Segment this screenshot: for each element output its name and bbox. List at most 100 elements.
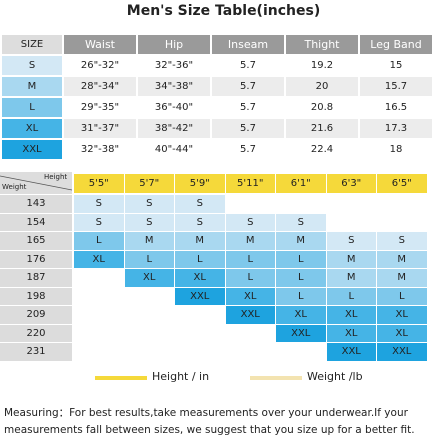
fit-cell: L bbox=[225, 269, 275, 287]
column-header: Inseam bbox=[212, 35, 284, 54]
column-header: Hip bbox=[138, 35, 210, 54]
note-line: measurements fall between sizes, we sugg… bbox=[4, 424, 415, 436]
fit-cell: S bbox=[74, 213, 124, 231]
fit-cell: M bbox=[225, 232, 275, 250]
size-cell: 32"-38" bbox=[64, 140, 136, 159]
fit-cell: XL bbox=[326, 306, 376, 324]
size-cell: 20 bbox=[286, 77, 358, 96]
legend-label: Height / in bbox=[152, 370, 210, 383]
fit-cell: S bbox=[225, 213, 275, 231]
column-header: SIZE bbox=[2, 35, 62, 54]
height-header: 5'5" bbox=[74, 174, 124, 193]
fit-cell: S bbox=[124, 195, 174, 213]
size-cell: 5.7 bbox=[212, 140, 284, 159]
legend-label: Weight /lb bbox=[307, 370, 363, 383]
size-cell: 15 bbox=[360, 56, 432, 75]
size-cell: 34"-38" bbox=[138, 77, 210, 96]
height-header: 6'5" bbox=[377, 174, 427, 193]
fit-cell: XL bbox=[124, 269, 174, 287]
height-header: 5'11" bbox=[225, 174, 275, 193]
size-cell: 18 bbox=[360, 140, 432, 159]
fit-cell: XL bbox=[377, 306, 427, 324]
size-cell: 40"-44" bbox=[138, 140, 210, 159]
height-header: 6'1" bbox=[276, 174, 326, 193]
fit-cell: L bbox=[225, 250, 275, 268]
corner-height: Height bbox=[44, 173, 68, 181]
size-cell: 31"-37" bbox=[64, 119, 136, 138]
size-cell: 26"-32" bbox=[64, 56, 136, 75]
column-header: Waist bbox=[64, 35, 136, 54]
fit-cell: S bbox=[276, 213, 326, 231]
fit-cell: S bbox=[124, 213, 174, 231]
size-label: XXL bbox=[2, 140, 62, 159]
fit-cell: M bbox=[124, 232, 174, 250]
fit-cell: S bbox=[74, 195, 124, 213]
size-cell: 5.7 bbox=[212, 77, 284, 96]
fit-cell: XL bbox=[276, 306, 326, 324]
size-cell: 17.3 bbox=[360, 119, 432, 138]
size-cell: 36"-40" bbox=[138, 98, 210, 117]
size-label: XL bbox=[2, 119, 62, 138]
size-cell: 19.2 bbox=[286, 56, 358, 75]
fit-cell: M bbox=[377, 250, 427, 268]
weight-label: 198 bbox=[0, 287, 72, 305]
height-header: 6'3" bbox=[326, 174, 376, 193]
fit-cell: L bbox=[326, 287, 376, 305]
fit-cell: L bbox=[276, 250, 326, 268]
size-cell: 28"-34" bbox=[64, 77, 136, 96]
fit-cell: M bbox=[276, 232, 326, 250]
fit-cell: XXL bbox=[175, 287, 225, 305]
title: Men's Size Table(inches) bbox=[126, 3, 321, 19]
fit-cell: XL bbox=[326, 324, 376, 342]
fit-cell: XXL bbox=[276, 324, 326, 342]
corner-cell bbox=[0, 172, 72, 194]
size-cell: 16.5 bbox=[360, 98, 432, 117]
fit-cell: XL bbox=[377, 324, 427, 342]
fit-cell: L bbox=[124, 250, 174, 268]
fit-cell: XXL bbox=[326, 343, 376, 361]
size-cell: 22.4 bbox=[286, 140, 358, 159]
column-header: Leg Band bbox=[360, 35, 432, 54]
weight-label: 176 bbox=[0, 250, 72, 268]
fit-cell: S bbox=[175, 213, 225, 231]
size-cell: 5.7 bbox=[212, 98, 284, 117]
size-label: L bbox=[2, 98, 62, 117]
fit-cell: XL bbox=[74, 250, 124, 268]
weight-label: 231 bbox=[0, 343, 72, 361]
fit-cell: S bbox=[377, 232, 427, 250]
column-header: Thight bbox=[286, 35, 358, 54]
size-cell: 5.7 bbox=[212, 119, 284, 138]
legend-swatch bbox=[250, 376, 302, 380]
weight-label: 154 bbox=[0, 213, 72, 231]
fit-cell: L bbox=[276, 269, 326, 287]
height-header: 5'9" bbox=[175, 174, 225, 193]
fit-cell: XXL bbox=[377, 343, 427, 361]
weight-label: 187 bbox=[0, 269, 72, 287]
fit-cell: M bbox=[377, 269, 427, 287]
size-cell: 21.6 bbox=[286, 119, 358, 138]
weight-label: 143 bbox=[0, 195, 72, 213]
size-cell: 5.7 bbox=[212, 56, 284, 75]
size-label: M bbox=[2, 77, 62, 96]
fit-cell: M bbox=[326, 269, 376, 287]
legend-swatch bbox=[95, 376, 147, 380]
fit-cell: L bbox=[276, 287, 326, 305]
fit-cell: XL bbox=[175, 269, 225, 287]
fit-cell: M bbox=[175, 232, 225, 250]
size-cell: 29"-35" bbox=[64, 98, 136, 117]
fit-cell: S bbox=[326, 232, 376, 250]
size-label: S bbox=[2, 56, 62, 75]
fit-cell: L bbox=[175, 250, 225, 268]
fit-cell: L bbox=[74, 232, 124, 250]
height-header: 5'7" bbox=[124, 174, 174, 193]
corner-weight: Weight bbox=[2, 183, 27, 191]
size-cell: 15.7 bbox=[360, 77, 432, 96]
weight-label: 209 bbox=[0, 306, 72, 324]
fit-cell: XL bbox=[225, 287, 275, 305]
fit-cell: XXL bbox=[225, 306, 275, 324]
size-cell: 38"-42" bbox=[138, 119, 210, 138]
fit-cell: M bbox=[326, 250, 376, 268]
fit-cell: S bbox=[175, 195, 225, 213]
fit-cell: L bbox=[377, 287, 427, 305]
